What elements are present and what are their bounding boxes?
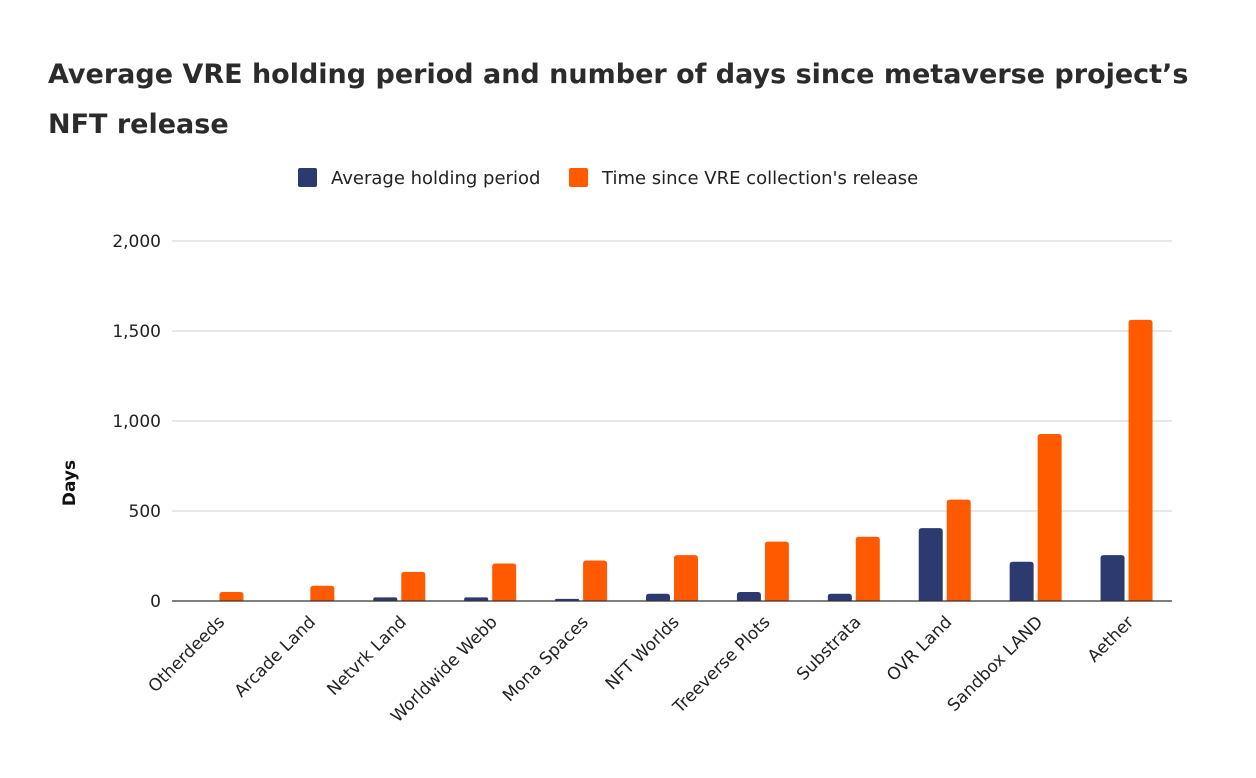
- bar-time-since-vre-collection-s-release-worldwide-webb: [492, 563, 517, 601]
- y-axis-ticks: 0 500 1,000 1,500 2,000: [112, 232, 161, 612]
- x-axis-ticks: Otherdeeds Arcade Land Netvrk LandWorldwid…: [145, 612, 1138, 727]
- legend-label-average-holding-period: Average holding period: [331, 168, 540, 189]
- x-tick-label-ovr-land: OVR Land: [883, 612, 956, 685]
- x-tick-label-nft-worlds: NFT Worlds: [602, 612, 684, 694]
- x-tick-label-sandbox-land: Sandbox LAND: [944, 612, 1047, 715]
- x-tick-label-netvrk-land: Netvrk Land: [323, 612, 410, 699]
- gridlines: [172, 240, 1172, 512]
- bar-time-since-vre-collection-s-release-ovr-land: [946, 499, 971, 601]
- bar-average-holding-period-worldwide-webb: [464, 597, 489, 601]
- bars: [219, 319, 1153, 601]
- x-tick-label-arcade-land: Arcade Land: [231, 612, 320, 701]
- bar-time-since-vre-collection-s-release-aether: [1128, 319, 1153, 601]
- bar-time-since-vre-collection-s-release-sandbox-land: [1037, 433, 1062, 601]
- bar-average-holding-period-nft-worlds: [646, 593, 670, 601]
- chart-title: Average VRE holding period and number of…: [48, 59, 1189, 140]
- y-tick-label: 1,500: [112, 322, 161, 342]
- legend-swatch-average-holding-period: [298, 168, 317, 187]
- y-tick-label: 2,000: [112, 232, 161, 252]
- bar-time-since-vre-collection-s-release-nft-worlds: [674, 555, 698, 601]
- y-axis-label: Days: [60, 460, 80, 506]
- x-tick-label-treeverse-plots: Treeverse Plots: [669, 612, 775, 718]
- bar-average-holding-period-sandbox-land: [1009, 561, 1034, 601]
- x-tick-label-substrata: Substrata: [793, 612, 865, 684]
- bar-time-since-vre-collection-s-release-netvrk-land: [401, 571, 426, 601]
- bar-time-since-vre-collection-s-release-treeverse-plots: [764, 541, 789, 601]
- y-tick-label: 1,000: [112, 412, 161, 432]
- legend: Average holding period Time since VRE col…: [298, 168, 918, 189]
- bar-average-holding-period-aether: [1100, 555, 1125, 601]
- bar-time-since-vre-collection-s-release-mona-spaces: [583, 560, 608, 601]
- y-tick-label: 500: [129, 502, 161, 522]
- legend-swatch-time-since-vre-collection-s-release: [569, 168, 588, 187]
- x-tick-label-otherdeeds: Otherdeeds: [145, 612, 229, 696]
- bar-average-holding-period-netvrk-land: [373, 597, 398, 601]
- bar-average-holding-period-ovr-land: [918, 528, 943, 601]
- x-tick-label-aether: Aether: [1084, 612, 1138, 666]
- legend-label-time-since-vre-collection-s-release: Time since VRE collection's release: [601, 168, 918, 189]
- bar-average-holding-period-substrata: [827, 593, 852, 601]
- x-tick-label-mona-spaces: Mona Spaces: [499, 612, 593, 706]
- y-tick-label: 0: [150, 592, 161, 612]
- bar-average-holding-period-treeverse-plots: [736, 592, 761, 601]
- bar-time-since-vre-collection-s-release-otherdeeds: [219, 592, 244, 601]
- bar-time-since-vre-collection-s-release-arcade-land: [310, 585, 335, 601]
- bar-time-since-vre-collection-s-release-substrata: [855, 536, 880, 601]
